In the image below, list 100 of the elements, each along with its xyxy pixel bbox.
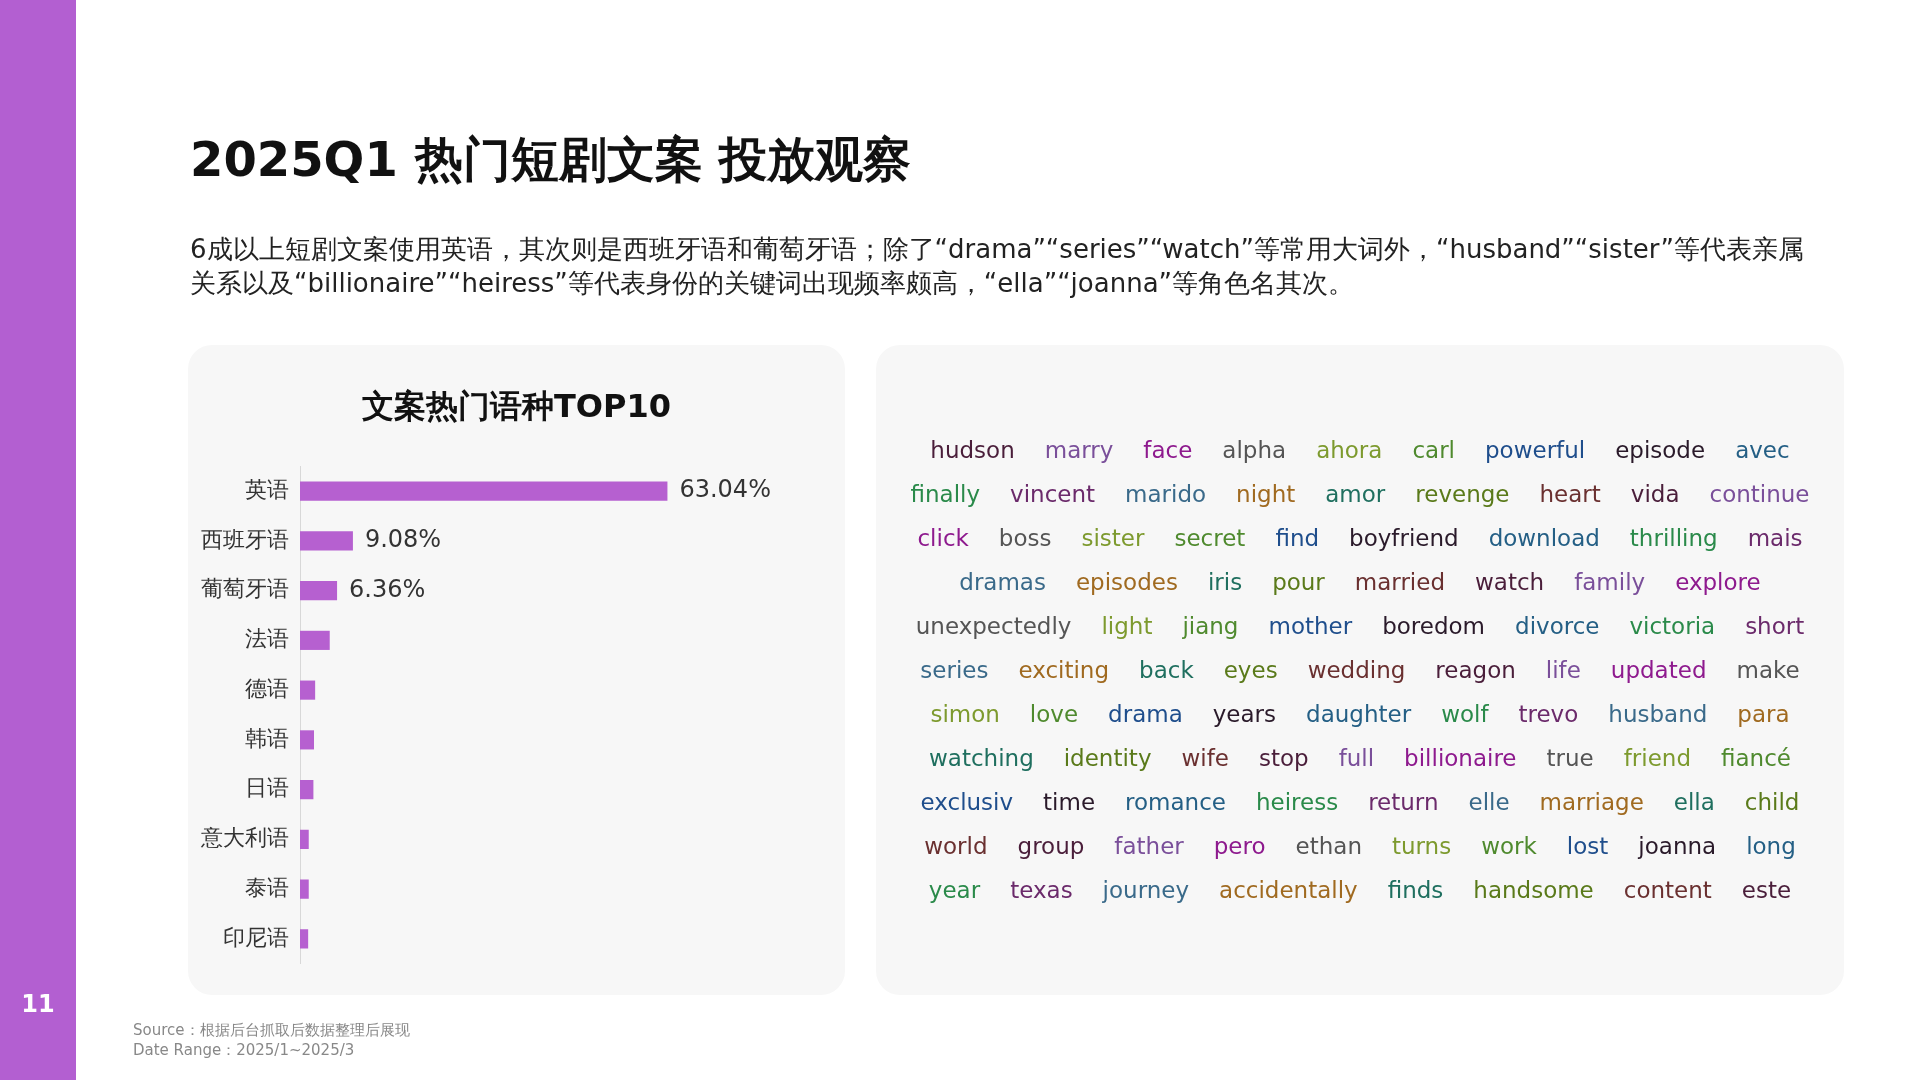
text: updated (1610, 657, 1707, 683)
text: drama (1108, 701, 1183, 727)
text: find (1275, 525, 1320, 551)
text: handsome (1473, 877, 1594, 903)
text: short (1745, 613, 1805, 639)
text: avec (1735, 437, 1790, 463)
y-tick-label: 意大利语 (200, 825, 289, 851)
text: divorce (1515, 613, 1600, 639)
text: family (1574, 569, 1646, 595)
y-tick-label: 西班牙语 (201, 526, 289, 552)
text: child (1744, 789, 1800, 815)
text: wedding (1307, 657, 1406, 683)
text: boyfriend (1349, 525, 1459, 551)
text: 6成以上短剧文案使用英语，其次则是西班牙语和葡萄牙语；除了“drama”“series”“watch”等常用大词外，“husband”“sister”等代表亲属关系以及“billionaire”“heiress”等代表身份的关键词出现频率颇高，“ella”“joanna”等角色名其次。 (190, 233, 1806, 300)
text: marry (1044, 437, 1114, 463)
text: work (1481, 833, 1537, 859)
text: carl (1412, 437, 1456, 463)
y-tick-label: 印尼语 (223, 924, 289, 950)
chart-title: 文案热门语种TOP10 (361, 386, 672, 427)
text: return (1368, 789, 1439, 815)
text: ella (1673, 789, 1715, 815)
text: click (917, 525, 969, 551)
text: joanna (1638, 833, 1717, 859)
text: father (1114, 833, 1184, 859)
text: finds (1387, 877, 1444, 903)
text: fiancé (1721, 745, 1791, 771)
text: 11 (20, 990, 56, 1018)
text: watching (929, 745, 1034, 771)
text: series (920, 657, 989, 683)
text: marriage (1539, 789, 1644, 815)
text: victoria (1629, 613, 1716, 639)
text: episode (1615, 437, 1706, 463)
text: back (1139, 657, 1194, 683)
text: download (1488, 525, 1600, 551)
text: stop (1258, 745, 1309, 771)
text: este (1741, 877, 1792, 903)
text: jiang (1182, 613, 1239, 639)
text: face (1143, 437, 1193, 463)
text: reagon (1435, 657, 1516, 683)
text: make (1736, 657, 1800, 683)
text: finally (910, 481, 981, 507)
text: trevo (1518, 701, 1579, 727)
text: thrilling (1629, 525, 1718, 551)
text: boss (998, 525, 1052, 551)
text: year (928, 877, 981, 903)
text: daughter (1306, 701, 1412, 727)
text: vincent (1010, 481, 1096, 507)
text: married (1354, 569, 1445, 595)
text: full (1338, 745, 1375, 771)
text: dramas (959, 569, 1046, 595)
text: night (1236, 481, 1296, 507)
y-tick-label: 韩语 (245, 725, 289, 751)
text: group (1017, 833, 1085, 859)
bar (300, 481, 668, 501)
text: boredom (1382, 613, 1486, 639)
text: wolf (1441, 701, 1489, 727)
text: journey (1102, 877, 1190, 903)
y-tick-label: 葡萄牙语 (201, 576, 289, 602)
text: wife (1181, 745, 1229, 771)
y-tick-label: 德语 (245, 675, 289, 701)
y-tick-label: 日语 (245, 775, 289, 801)
text: life (1545, 657, 1581, 683)
text: ethan (1295, 833, 1362, 859)
text: secret (1174, 525, 1246, 551)
text: true (1546, 745, 1594, 771)
bar (300, 730, 314, 750)
text: pour (1272, 569, 1325, 595)
text: turns (1391, 833, 1452, 859)
text: marido (1125, 481, 1207, 507)
text: identity (1063, 745, 1152, 771)
text: simon (930, 701, 1000, 727)
text: romance (1125, 789, 1226, 815)
bar (300, 531, 353, 551)
text: mother (1268, 613, 1353, 639)
bar (300, 780, 314, 800)
text: vida (1630, 481, 1680, 507)
text: eyes (1223, 657, 1278, 683)
text: texas (1010, 877, 1073, 903)
text: sister (1081, 525, 1145, 551)
data-label: 9.08% (364, 525, 442, 554)
text: explore (1675, 569, 1761, 595)
text: watch (1475, 569, 1545, 595)
y-tick-label: 英语 (245, 476, 289, 502)
text: world (924, 833, 988, 859)
text: iris (1207, 569, 1243, 595)
data-label: 6.36% (349, 574, 426, 603)
text: long (1746, 833, 1796, 859)
data-label: 63.04% (679, 475, 771, 504)
text: hudson (930, 437, 1015, 463)
text: continue (1709, 481, 1810, 507)
text: para (1737, 701, 1790, 727)
y-tick-label: 泰语 (245, 874, 289, 900)
bar (300, 879, 309, 899)
text: accidentally (1219, 877, 1358, 903)
source-note: Source：根据后台抓取后数据整理后展现 (133, 1021, 410, 1039)
text: years (1212, 701, 1277, 727)
text: heart (1539, 481, 1601, 507)
text: ahora (1316, 437, 1383, 463)
bar (300, 581, 338, 601)
bar (300, 630, 330, 650)
